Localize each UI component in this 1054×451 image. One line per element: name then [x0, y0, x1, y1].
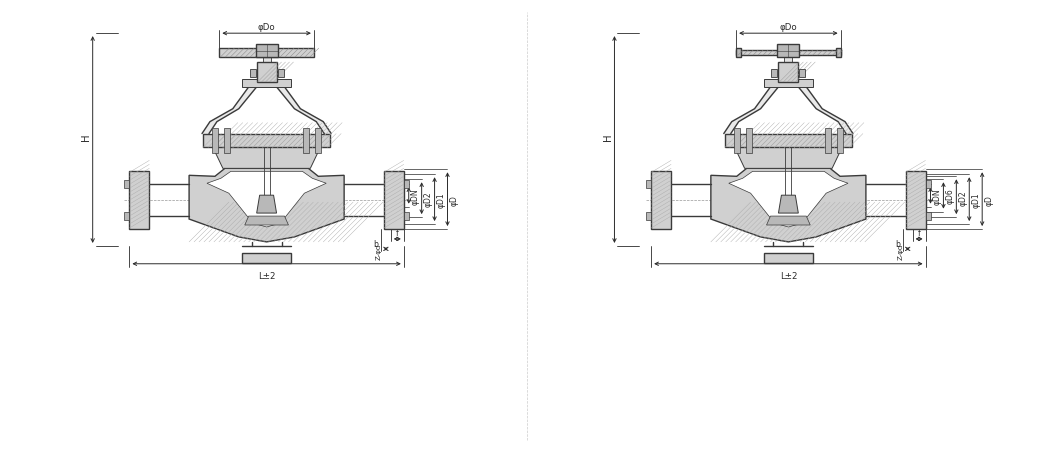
Bar: [825, 129, 832, 154]
Polygon shape: [130, 172, 150, 230]
Bar: [404, 212, 409, 221]
Text: Z-φd: Z-φd: [898, 243, 903, 259]
Bar: [304, 129, 309, 154]
Polygon shape: [219, 49, 314, 58]
Text: φDN: φDN: [933, 188, 941, 204]
Polygon shape: [245, 216, 289, 226]
Polygon shape: [241, 253, 292, 263]
Polygon shape: [736, 49, 741, 58]
Polygon shape: [798, 87, 853, 134]
Polygon shape: [710, 169, 866, 242]
Polygon shape: [724, 87, 779, 134]
Polygon shape: [725, 134, 852, 148]
Bar: [646, 181, 651, 189]
Bar: [646, 212, 651, 221]
Bar: [315, 129, 321, 154]
Text: φDN: φDN: [411, 188, 419, 204]
Text: H: H: [81, 133, 91, 140]
Bar: [837, 129, 843, 154]
Polygon shape: [250, 70, 256, 78]
Text: b: b: [373, 239, 378, 249]
Bar: [212, 129, 218, 154]
Bar: [223, 129, 230, 154]
Bar: [925, 181, 931, 189]
Text: φD2: φD2: [958, 189, 968, 205]
Polygon shape: [207, 172, 327, 227]
Polygon shape: [203, 134, 330, 148]
Text: φD2: φD2: [424, 191, 432, 207]
Polygon shape: [256, 45, 277, 58]
Text: φD: φD: [984, 194, 993, 205]
Text: f: f: [396, 228, 398, 237]
Polygon shape: [779, 63, 798, 83]
Bar: [925, 212, 931, 221]
Bar: [745, 129, 752, 154]
Polygon shape: [189, 169, 344, 242]
Polygon shape: [772, 70, 778, 78]
Polygon shape: [763, 253, 814, 263]
Text: φDo: φDo: [258, 23, 275, 32]
Polygon shape: [384, 172, 404, 230]
Text: H: H: [603, 133, 612, 140]
Polygon shape: [262, 58, 271, 83]
Text: L±2: L±2: [258, 271, 275, 280]
Polygon shape: [799, 70, 805, 78]
Bar: [404, 181, 409, 189]
Polygon shape: [905, 172, 925, 230]
Polygon shape: [276, 87, 331, 134]
Text: φD1: φD1: [436, 192, 446, 207]
Polygon shape: [735, 148, 842, 169]
Text: φDo: φDo: [780, 23, 797, 32]
Bar: [124, 181, 130, 189]
Polygon shape: [778, 45, 799, 58]
Text: L±2: L±2: [780, 271, 797, 280]
Polygon shape: [213, 148, 320, 169]
Polygon shape: [766, 216, 811, 226]
Text: φD: φD: [449, 194, 458, 205]
Polygon shape: [277, 70, 284, 78]
Polygon shape: [784, 58, 793, 83]
Polygon shape: [736, 51, 840, 56]
Text: φD6: φD6: [945, 188, 955, 204]
Text: φD1: φD1: [971, 192, 980, 207]
Polygon shape: [202, 87, 257, 134]
Text: Z-φd: Z-φd: [376, 243, 382, 259]
Text: b: b: [895, 239, 900, 249]
Bar: [734, 129, 740, 154]
Polygon shape: [836, 49, 840, 58]
Text: f: f: [918, 228, 920, 237]
Polygon shape: [728, 172, 848, 227]
Polygon shape: [779, 196, 798, 214]
Polygon shape: [763, 80, 814, 87]
Polygon shape: [651, 172, 671, 230]
Polygon shape: [257, 196, 276, 214]
Polygon shape: [241, 80, 292, 87]
Bar: [124, 212, 130, 221]
Polygon shape: [257, 63, 276, 83]
